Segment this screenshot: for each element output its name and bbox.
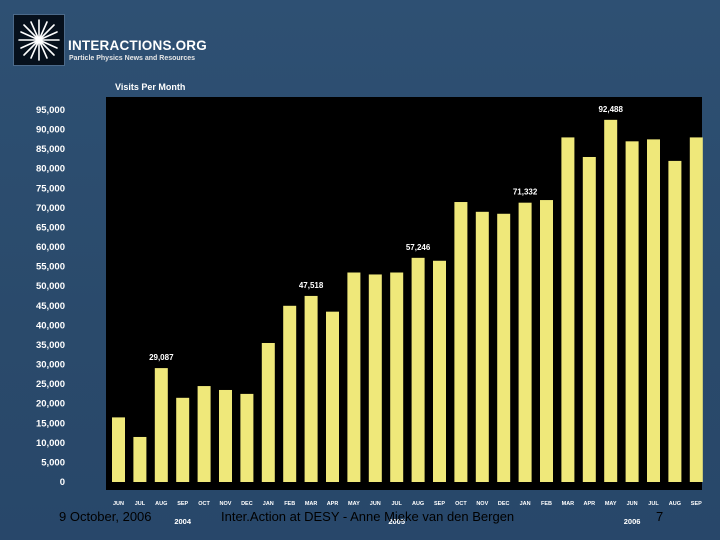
x-tick-label: JUL: [135, 501, 146, 507]
x-tick-label: DEC: [498, 501, 510, 507]
brand-name: INTERACTIONS.ORG: [68, 38, 207, 53]
data-label: 71,332: [513, 188, 538, 197]
footer-presentation-title: Inter.Action at DESY - Anne Mieke van de…: [221, 509, 515, 524]
data-label: 57,246: [406, 243, 431, 252]
x-tick-label: AUG: [669, 501, 681, 507]
bar: [582, 156, 596, 482]
x-tick-label: JUL: [648, 501, 659, 507]
bar: [326, 311, 339, 482]
x-tick-label: AUG: [155, 501, 167, 507]
y-tick-label: 45,000: [36, 301, 65, 312]
year-label: 2004: [174, 517, 192, 526]
bar: [689, 137, 703, 482]
x-tick-label: JUL: [392, 501, 403, 507]
y-tick-label: 85,000: [36, 144, 65, 155]
y-tick-label: 5,000: [41, 457, 65, 468]
bar: [497, 213, 511, 482]
x-tick-label: MAY: [348, 501, 360, 507]
y-tick-label: 25,000: [36, 379, 65, 390]
x-tick-label: MAR: [305, 501, 318, 507]
y-tick-label: 30,000: [36, 360, 65, 371]
x-tick-label: AUG: [412, 501, 424, 507]
y-tick-label: 75,000: [36, 183, 65, 194]
data-label: 92,488: [598, 105, 623, 114]
y-tick-label: 65,000: [36, 222, 65, 233]
x-tick-label: SEP: [177, 501, 188, 507]
y-tick-label: 0: [60, 477, 65, 488]
bar: [112, 417, 125, 482]
bar: [304, 295, 318, 482]
bar: [176, 397, 190, 482]
year-label: 2005: [388, 517, 405, 526]
y-tick-label: 20,000: [36, 399, 65, 410]
y-tick-label: 15,000: [36, 418, 65, 429]
y-tick-label: 95,000: [36, 105, 65, 116]
x-tick-label: NOV: [220, 501, 232, 507]
y-tick-label: 40,000: [36, 320, 65, 331]
logo: [13, 14, 65, 66]
bar: [368, 274, 382, 482]
x-tick-label: MAR: [562, 501, 575, 507]
bar: [518, 202, 532, 483]
y-tick-label: 70,000: [36, 203, 65, 214]
y-tick-label: 60,000: [36, 242, 65, 253]
bar: [454, 202, 468, 482]
x-tick-label: OCT: [198, 501, 210, 507]
year-label: 2006: [624, 517, 641, 526]
x-tick-label: JAN: [263, 501, 274, 507]
bar: [625, 141, 639, 483]
x-tick-label: JUN: [627, 501, 638, 507]
bar: [283, 305, 297, 482]
bar: [647, 139, 660, 483]
bar: [219, 389, 232, 482]
bar: [604, 119, 618, 483]
x-tick-label: FEB: [284, 501, 295, 507]
y-tick-label: 35,000: [36, 340, 65, 351]
x-tick-label: SEP: [691, 501, 702, 507]
chart-title: Visits Per Month: [115, 82, 186, 92]
bar: [240, 393, 254, 482]
bar: [540, 200, 553, 482]
starburst-logo-icon: [18, 19, 60, 61]
brand-tagline: Particle Physics News and Resources: [69, 55, 196, 62]
x-tick-label: NOV: [476, 501, 488, 507]
bar: [197, 386, 211, 482]
bar: [261, 342, 275, 482]
x-tick-label: JAN: [520, 501, 531, 507]
x-tick-label: APR: [327, 501, 339, 507]
bar: [390, 272, 404, 482]
x-tick-label: OCT: [455, 501, 467, 507]
bar: [433, 260, 446, 482]
x-tick-label: JUN: [370, 501, 381, 507]
x-tick-label: JUN: [113, 501, 124, 507]
bar: [154, 368, 168, 482]
y-tick-label: 90,000: [36, 125, 65, 136]
bar: [475, 211, 489, 482]
y-tick-label: 80,000: [36, 164, 65, 175]
y-tick-label: 50,000: [36, 281, 65, 292]
x-tick-label: DEC: [241, 501, 253, 507]
footer-date: 9 October, 2006: [59, 509, 152, 524]
bar: [347, 272, 361, 482]
x-tick-label: FEB: [541, 501, 552, 507]
footer-page-number: 7: [656, 509, 664, 524]
x-tick-label: MAY: [605, 501, 617, 507]
data-label: 47,518: [299, 281, 324, 290]
y-tick-label: 10,000: [36, 438, 65, 449]
bar: [561, 137, 575, 482]
data-label: 29,087: [149, 353, 174, 362]
x-tick-label: APR: [583, 501, 595, 507]
bar: [668, 160, 682, 482]
bar: [133, 436, 147, 482]
y-tick-label: 55,000: [36, 262, 65, 273]
bar: [411, 257, 425, 482]
x-tick-label: SEP: [434, 501, 445, 507]
